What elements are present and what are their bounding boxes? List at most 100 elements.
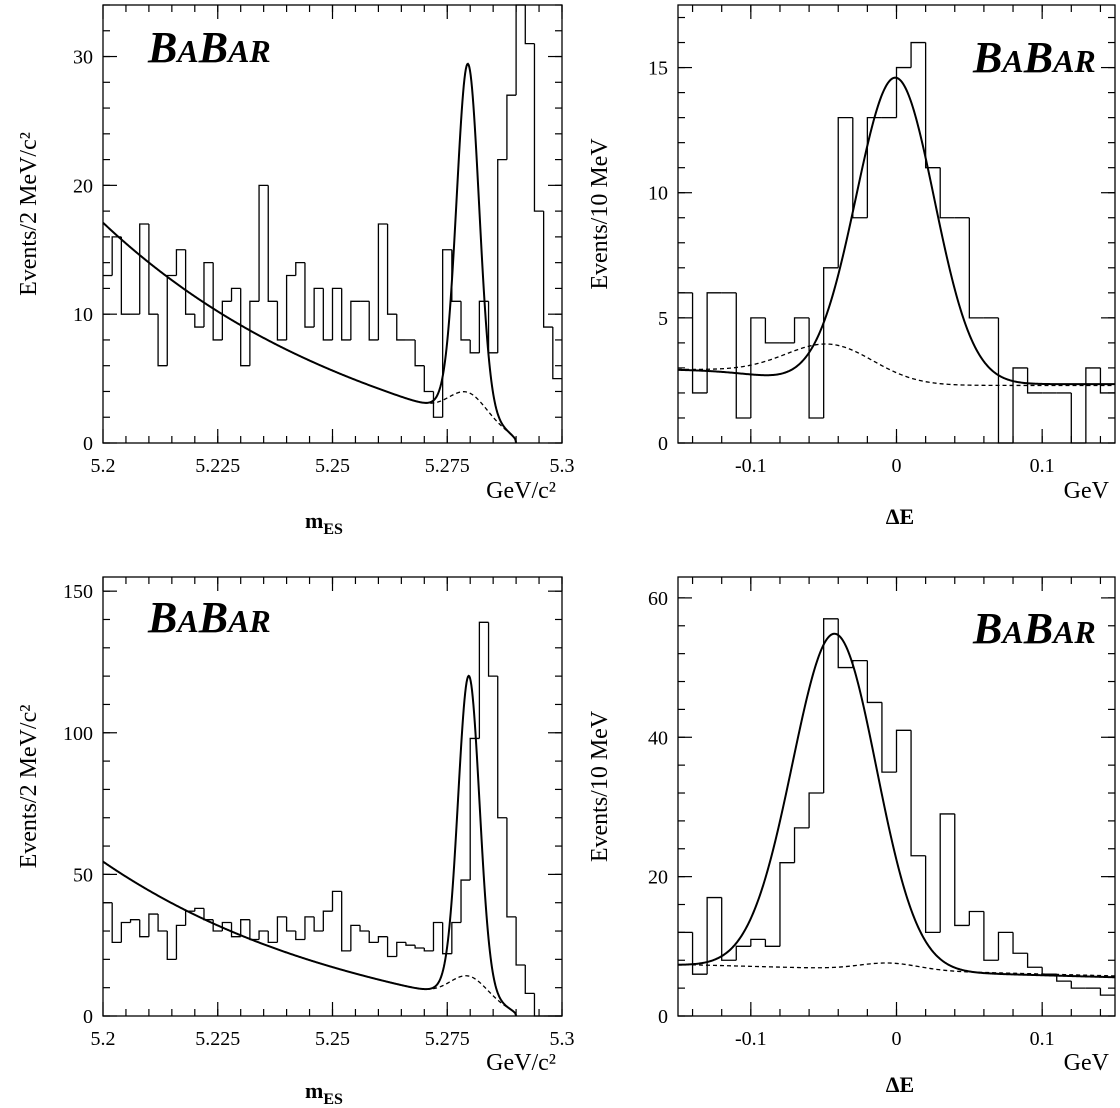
histogram-bin <box>175 249 186 276</box>
fit-curve <box>678 632 1116 979</box>
histogram-bin <box>1012 367 1028 443</box>
y-tick-label: 10 <box>73 304 93 326</box>
histogram-bin <box>184 249 195 315</box>
histogram-bin <box>276 916 287 943</box>
x-tick-label: 5.275 <box>425 1028 470 1050</box>
histogram-bin <box>487 622 498 677</box>
histogram-bin <box>866 116 882 218</box>
x-tick-label: 0 <box>892 1028 902 1050</box>
y-tick-label: 20 <box>648 867 668 889</box>
y-tick-label: 40 <box>648 727 668 749</box>
histogram-bin <box>166 931 177 961</box>
histogram-bin <box>350 300 361 340</box>
background-curve <box>102 861 517 1017</box>
histogram-bin <box>524 5 535 45</box>
histogram-bin <box>175 924 186 960</box>
y-tick-label: 30 <box>73 47 93 69</box>
histogram-bin <box>331 287 342 340</box>
x-axis-unit: GeV <box>1064 1050 1110 1076</box>
histogram-bin <box>924 855 941 934</box>
histogram-bin <box>793 317 810 343</box>
histogram-bin <box>823 618 839 794</box>
x-tick-label: 5.275 <box>425 455 470 477</box>
histogram-bin <box>423 365 434 393</box>
histogram-bin <box>148 224 159 315</box>
histogram-bin <box>552 327 562 380</box>
histogram-bin <box>954 813 970 927</box>
histogram-bin <box>148 913 159 937</box>
histogram-bin <box>1026 953 1043 968</box>
y-axis-label: Events/2 MeV/c² <box>16 132 42 296</box>
histogram-bin <box>487 301 498 354</box>
histogram-bin <box>276 301 287 341</box>
histogram-bin <box>691 932 708 975</box>
histogram-bin <box>322 288 333 341</box>
histogram-bin <box>706 292 722 393</box>
x-axis-name: ΔE <box>886 1072 914 1097</box>
histogram-bin <box>442 249 452 418</box>
histogram-bin <box>368 931 379 944</box>
histogram-bin <box>808 792 824 828</box>
histogram-bin <box>1070 392 1086 444</box>
histogram-bin <box>1099 367 1115 394</box>
histogram-bin <box>203 908 214 921</box>
x-tick-label: 5.2 <box>91 455 116 477</box>
y-tick-label: 150 <box>63 581 93 603</box>
histogram-bin <box>764 939 780 947</box>
babar-logo: BABAR <box>972 33 1096 82</box>
x-axis-unit: GeV/c² <box>486 478 556 504</box>
histogram-bin <box>460 879 471 923</box>
histogram-bin <box>139 223 149 315</box>
histogram-bin <box>910 730 926 857</box>
x-axis-unit: GeV <box>1064 478 1110 504</box>
histogram-bin <box>706 896 722 975</box>
histogram-bin <box>350 924 361 951</box>
histogram-bin <box>423 948 434 952</box>
histogram-bin <box>735 945 751 961</box>
histogram-bin <box>396 941 406 957</box>
histogram-bin <box>249 919 260 941</box>
histogram-bin <box>542 211 553 328</box>
histogram-bin <box>924 42 941 169</box>
fit-curve <box>102 62 518 444</box>
histogram-bin <box>506 94 517 160</box>
histogram-bin <box>386 936 397 958</box>
histogram-bin <box>497 676 507 819</box>
histogram-bin <box>313 916 324 932</box>
y-tick-label: 0 <box>658 433 668 455</box>
histogram-bin <box>515 916 526 966</box>
histogram-bin <box>895 729 912 773</box>
histogram-bin <box>221 300 232 340</box>
histogram-bin <box>968 910 984 926</box>
histogram-bin <box>451 921 462 954</box>
histogram-bin <box>194 907 204 912</box>
histogram-bin <box>1041 967 1057 975</box>
y-axis-label: Events/10 MeV <box>587 138 613 290</box>
histogram-bin <box>194 314 204 328</box>
histogram-bin <box>120 236 131 315</box>
histogram-bin <box>808 317 824 419</box>
histogram-bin <box>750 938 766 947</box>
histogram-bin <box>533 993 544 1017</box>
x-axis-unit: GeV/c² <box>486 1050 556 1076</box>
y-tick-label: 0 <box>83 433 93 455</box>
histogram-bin <box>230 922 241 938</box>
histogram-bin <box>129 919 140 923</box>
y-axis-label: Events/2 MeV/c² <box>16 705 42 869</box>
x-tick-label: 0.1 <box>1030 1028 1055 1050</box>
histogram-bin <box>377 223 388 340</box>
histogram-bin <box>852 117 868 219</box>
histogram-bin <box>341 891 351 952</box>
histogram-bin <box>1099 988 1115 996</box>
babar-logo: BABAR <box>147 23 271 72</box>
fit-curve <box>102 674 518 1017</box>
histogram-bin <box>779 862 795 947</box>
histogram-bin <box>230 287 241 302</box>
histogram-bin <box>258 184 269 302</box>
x-tick-label: 5.225 <box>195 1028 240 1050</box>
histogram-bin <box>735 292 751 419</box>
histogram-bin <box>939 813 955 933</box>
histogram-bin <box>414 945 425 949</box>
histogram-bin <box>304 916 315 940</box>
babar-logo: BABAR <box>147 593 271 642</box>
